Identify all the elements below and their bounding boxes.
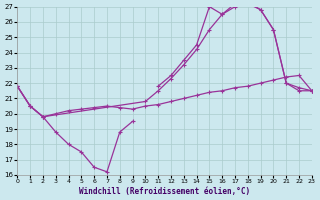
X-axis label: Windchill (Refroidissement éolien,°C): Windchill (Refroidissement éolien,°C) (79, 187, 250, 196)
